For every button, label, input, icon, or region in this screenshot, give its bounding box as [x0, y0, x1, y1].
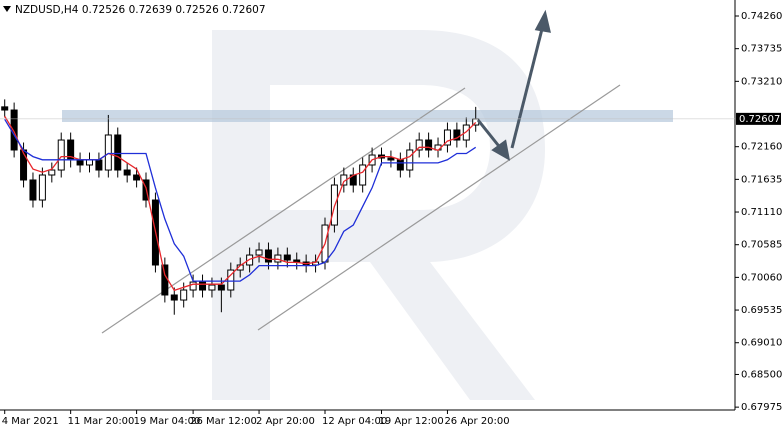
plot: [1, 99, 480, 315]
candle-body: [396, 159, 404, 171]
candle-body: [29, 179, 37, 201]
candle-body: [443, 129, 451, 146]
candle-body: [425, 139, 433, 151]
candle-body: [1, 106, 9, 111]
candle-body: [406, 149, 414, 171]
candle-body: [85, 159, 93, 166]
x-tick-label: 12 Apr 04:00: [322, 416, 387, 427]
candle-body: [10, 109, 18, 151]
y-tick-label: 0.69535: [741, 305, 782, 316]
y-tick-label: 0.69010: [741, 338, 782, 349]
x-tick-label: 4 Mar 2021: [2, 416, 59, 427]
candle-body: [48, 169, 56, 176]
x-tick-label: 11 Mar 20:00: [68, 416, 135, 427]
arrow-up: [510, 24, 545, 149]
y-tick-label: 0.67975: [741, 402, 782, 413]
candle-body: [114, 134, 122, 171]
price-label: 0.72607: [739, 114, 780, 125]
watermark-r: [212, 30, 545, 400]
indicator-line: [4, 118, 477, 282]
watermark: [212, 30, 545, 400]
y-tick-label: 0.74260: [741, 11, 782, 22]
candle-body: [217, 284, 225, 291]
arrow-head: [534, 9, 551, 33]
y-tick-label: 0.73210: [741, 76, 782, 87]
candle-body: [189, 281, 197, 291]
candle-body: [133, 174, 141, 181]
candle-body: [255, 249, 263, 256]
y-tick-label: 0.72160: [741, 142, 782, 153]
candle-body: [264, 249, 272, 263]
x-tick-label: 26 Mar 12:00: [190, 416, 257, 427]
candle-body: [415, 139, 423, 151]
y-tick-label: 0.68500: [741, 369, 782, 380]
candle-body: [208, 284, 216, 291]
price-label-box: [736, 112, 781, 125]
candle-body: [453, 129, 461, 141]
candle-body: [38, 174, 46, 201]
candle-body: [274, 254, 282, 263]
candle-body: [95, 159, 103, 171]
forecast-arrows: [476, 9, 551, 161]
candle-body: [199, 281, 207, 291]
chart-title: NZDUSD,H4 0.72526 0.72639 0.72526 0.7260…: [15, 4, 266, 16]
y-tick-label: 0.73735: [741, 44, 782, 55]
y-tick-label: 0.71110: [741, 207, 782, 218]
candle-body: [180, 289, 188, 301]
candle-body: [283, 254, 291, 261]
candle-body: [387, 157, 395, 161]
x-tick-label: 19 Mar 04:00: [134, 416, 201, 427]
candle-body: [359, 164, 367, 186]
candle-body: [293, 259, 301, 263]
arrow-down: [476, 119, 504, 151]
x-tick-label: 19 Apr 12:00: [379, 416, 444, 427]
y-tick-label: 0.70585: [741, 240, 782, 251]
y-tick-label: 0.70060: [741, 272, 782, 283]
y-tick-label: 0.71635: [741, 174, 782, 185]
arrow-head: [491, 139, 511, 161]
channel-lower: [257, 84, 621, 331]
candle-body: [76, 159, 84, 166]
candle-body: [227, 269, 235, 291]
candle-body: [104, 134, 112, 171]
menu-triangle: [3, 6, 11, 12]
candle-body: [123, 169, 131, 176]
candle-body: [161, 264, 169, 296]
candle-body: [57, 139, 65, 171]
x-tick-label: 26 Apr 20:00: [444, 416, 509, 427]
x-tick-label: 2 Apr 20:00: [256, 416, 315, 427]
candle-body: [170, 294, 178, 301]
